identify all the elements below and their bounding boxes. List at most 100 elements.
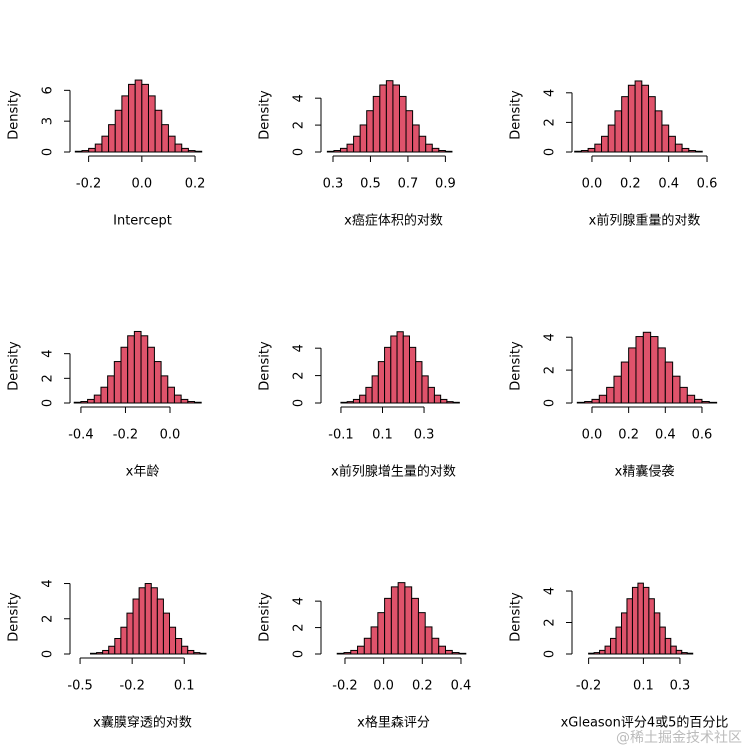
bar: [108, 124, 116, 153]
bar: [427, 386, 435, 404]
bar: [88, 147, 96, 153]
bar: [593, 652, 601, 655]
bar: [587, 147, 596, 153]
bar: [80, 401, 89, 404]
bar: [173, 394, 182, 404]
bar: [107, 375, 115, 404]
y-tick-label: 2: [292, 623, 307, 631]
bar: [657, 347, 666, 404]
y-tick-label: 0: [41, 650, 56, 658]
bar: [187, 649, 195, 655]
y-tick-label: 0: [292, 650, 307, 658]
bar: [128, 83, 136, 153]
bar: [648, 598, 655, 655]
bar: [340, 401, 348, 404]
bar: [421, 375, 429, 404]
bar: [199, 652, 207, 655]
x-tick-label: 0.5: [360, 177, 381, 192]
x-tick-label: -0.2: [76, 177, 101, 192]
x-tick-label: 0.0: [131, 177, 152, 192]
bar: [108, 645, 116, 655]
x-tick-label: 0.0: [160, 428, 181, 443]
bar: [392, 84, 400, 153]
bar: [385, 80, 394, 153]
bar: [150, 587, 158, 655]
x-tick-label: 0.2: [618, 428, 639, 443]
bar: [175, 637, 183, 655]
bar: [193, 652, 201, 655]
y-axis-label: Density: [509, 90, 524, 140]
bar: [89, 652, 98, 655]
bar: [120, 626, 128, 655]
bar: [417, 612, 426, 655]
bar: [674, 143, 683, 153]
y-axis-label: Density: [258, 341, 273, 391]
x-tick-label: 0.0: [373, 679, 394, 694]
bar: [114, 637, 122, 655]
y-axis-label: Density: [258, 90, 273, 140]
bar: [438, 645, 447, 655]
bar: [408, 346, 417, 404]
bar: [181, 147, 189, 153]
bar: [384, 346, 392, 404]
bar: [363, 637, 372, 655]
bar: [681, 652, 688, 655]
y-tick-label: 4: [292, 344, 307, 352]
bar: [167, 135, 176, 153]
bar: [114, 109, 123, 153]
x-axis-label: x前列腺重量的对数: [589, 213, 701, 229]
y-tick-label: 0: [543, 148, 558, 156]
bar: [187, 401, 196, 404]
x-tick-label: -0.2: [119, 679, 144, 694]
bar: [180, 398, 189, 404]
x-tick-label: 0.3: [670, 679, 691, 694]
y-axis-label: Density: [509, 592, 524, 642]
bar: [169, 626, 177, 655]
bar: [615, 626, 622, 655]
bar: [679, 386, 688, 404]
x-axis-label: x格里森评分: [357, 715, 430, 731]
bar: [594, 143, 603, 153]
x-tick-label: 0.4: [655, 428, 676, 443]
x-tick-label: 0.4: [451, 679, 472, 694]
bar: [113, 361, 122, 404]
y-tick-label: 2: [292, 121, 307, 129]
y-tick-label: 0: [543, 399, 558, 407]
bar: [606, 386, 615, 404]
bar: [670, 645, 677, 655]
bar: [94, 143, 103, 153]
bar: [359, 124, 368, 153]
bar: [650, 336, 659, 404]
bar: [620, 612, 628, 655]
bar: [396, 331, 404, 404]
bar: [431, 637, 440, 655]
bar: [580, 150, 589, 153]
bar: [127, 335, 135, 404]
bar: [412, 124, 420, 153]
x-tick-label: -0.4: [68, 428, 93, 443]
bar: [156, 598, 164, 655]
bar: [631, 586, 639, 655]
bar: [147, 346, 155, 404]
y-tick-label: 3: [41, 117, 56, 125]
bar: [451, 652, 460, 655]
bar: [637, 582, 644, 655]
bar: [138, 587, 146, 655]
y-tick-label: 2: [543, 366, 558, 374]
bar: [425, 143, 433, 153]
bar: [154, 109, 163, 153]
bar: [333, 150, 341, 153]
bar: [604, 645, 612, 655]
watermark: @稀土掘金技术社区: [616, 730, 742, 746]
bar: [161, 124, 169, 153]
bar: [371, 375, 379, 404]
bar: [339, 147, 348, 153]
x-axis-label: x年龄: [126, 465, 160, 480]
bar: [681, 147, 690, 153]
bar: [661, 124, 670, 153]
y-tick-label: 0: [292, 399, 307, 407]
x-tick-label: 0.2: [412, 679, 433, 694]
bar: [336, 652, 345, 655]
bar: [101, 135, 110, 153]
